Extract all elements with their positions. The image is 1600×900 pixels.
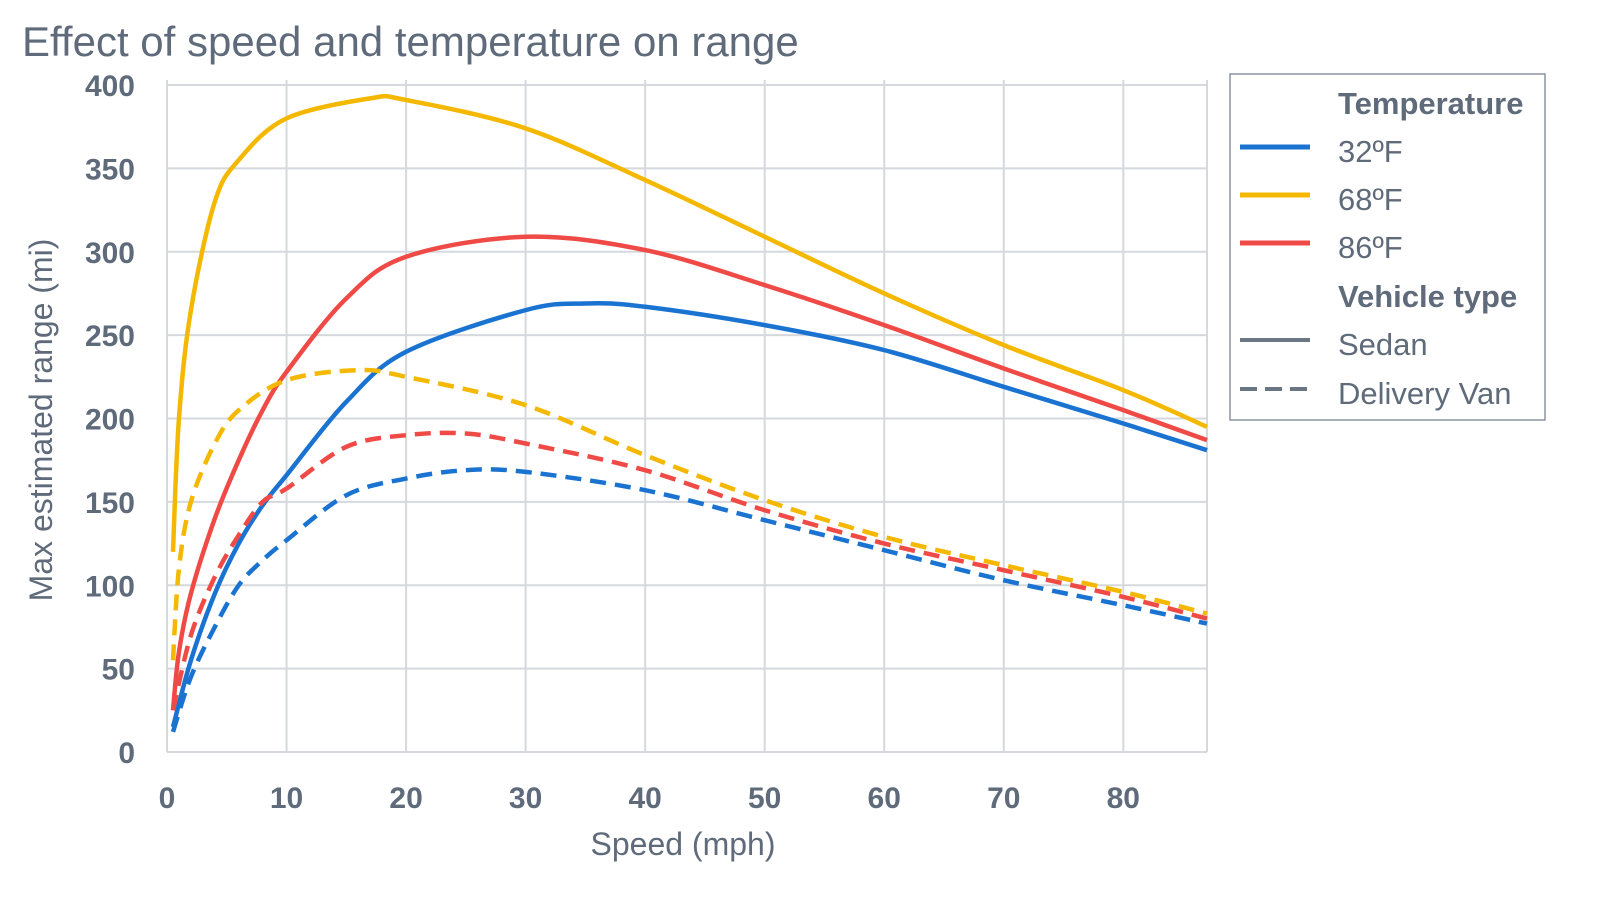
y-tick-label: 50 [102, 654, 135, 687]
legend-label-86f: 86ºF [1338, 230, 1403, 265]
y-tick-label: 200 [85, 404, 135, 437]
x-tick-label: 40 [628, 782, 661, 815]
x-tick-labels: 0 10 20 30 40 50 60 70 80 [159, 782, 1140, 815]
chart-title: Effect of speed and temperature on range [22, 18, 799, 65]
y-tick-labels: 0 50 100 150 200 250 300 350 400 [85, 70, 135, 770]
x-axis-label: Speed (mph) [591, 826, 776, 862]
x-tick-label: 30 [509, 782, 542, 815]
y-tick-label: 100 [85, 570, 135, 603]
y-tick-label: 300 [85, 237, 135, 270]
x-tick-label: 80 [1107, 782, 1140, 815]
legend-temperature-title: Temperature [1338, 86, 1524, 121]
x-tick-label: 70 [987, 782, 1020, 815]
series-line-68f-delivery-van [170, 367, 1208, 661]
y-tick-label: 400 [85, 70, 135, 103]
legend-label-sedan: Sedan [1338, 327, 1428, 362]
y-tick-label: 250 [85, 320, 135, 353]
x-tick-label: 50 [748, 782, 781, 815]
legend-label-delivery-van: Delivery Van [1338, 376, 1511, 411]
series-line-86f-sedan [170, 234, 1208, 711]
legend: Temperature 32ºF 68ºF 86ºF Vehicle type … [1229, 73, 1546, 421]
x-tick-label: 60 [868, 782, 901, 815]
grid [166, 80, 1208, 753]
series-lines [170, 93, 1208, 733]
series-line-32f-sedan [170, 300, 1208, 728]
y-tick-label: 150 [85, 487, 135, 520]
x-tick-label: 0 [159, 782, 176, 815]
series-line-32f-delivery-van [170, 467, 1208, 733]
x-tick-label: 10 [270, 782, 303, 815]
y-axis-label: Max estimated range (mi) [23, 239, 59, 602]
series-line-68f-sedan [170, 93, 1208, 553]
x-tick-label: 20 [389, 782, 422, 815]
series-line-86f-delivery-van [170, 430, 1208, 711]
y-tick-label: 0 [118, 737, 135, 770]
legend-label-32f: 32ºF [1338, 134, 1403, 169]
legend-label-68f: 68ºF [1338, 182, 1403, 217]
legend-box [1229, 73, 1546, 421]
legend-vehicle-title: Vehicle type [1338, 279, 1517, 314]
y-tick-label: 350 [85, 153, 135, 186]
